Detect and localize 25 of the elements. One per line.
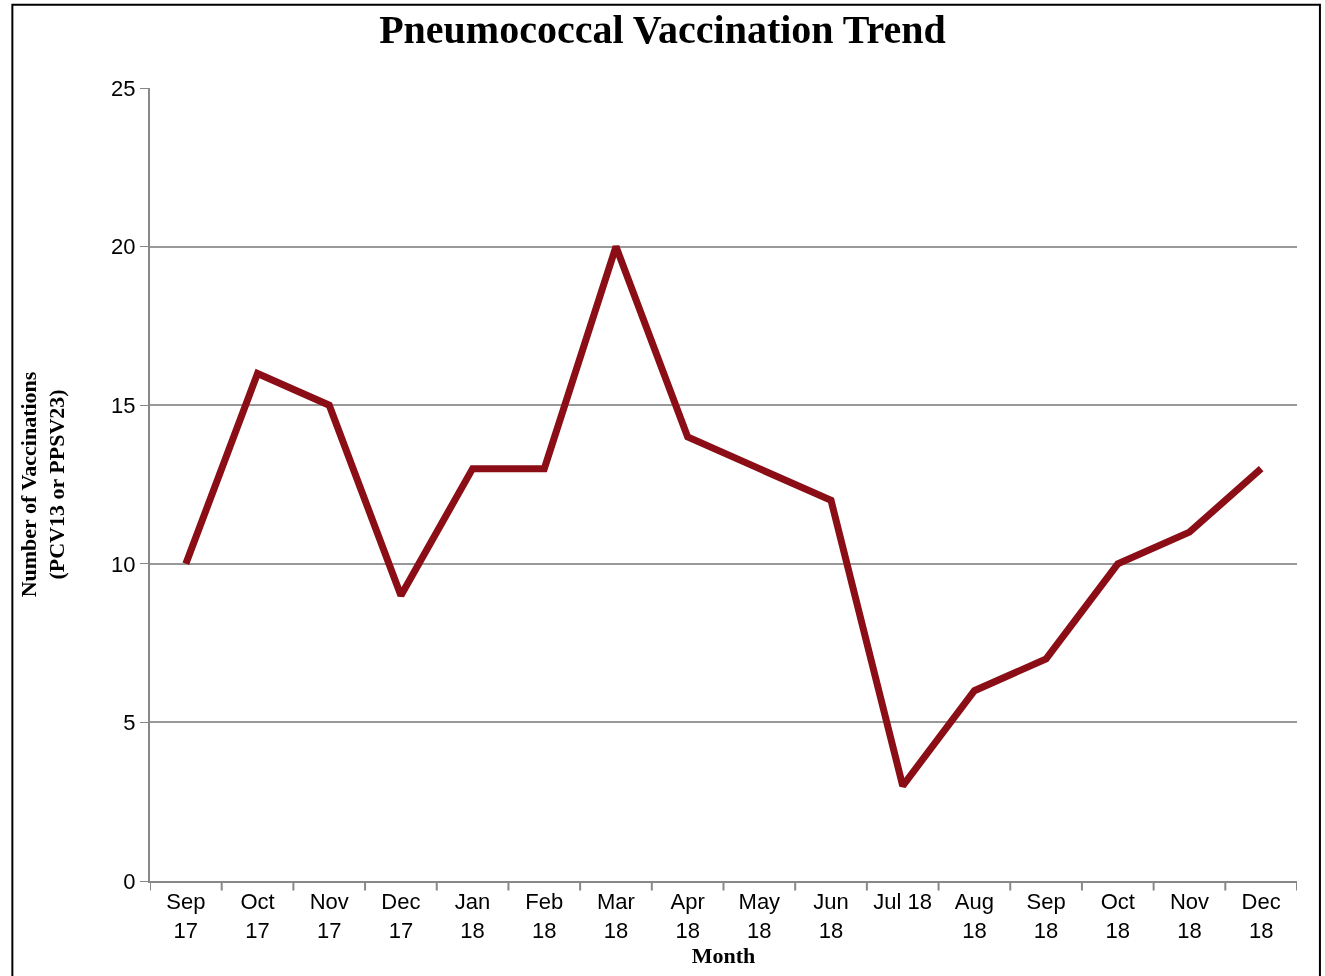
x-tick-label: Dec 18 [1241, 889, 1281, 943]
x-tick-label: Nov 17 [309, 889, 349, 943]
x-tick-label: Dec 17 [381, 889, 421, 943]
y-tick-label: 5 [123, 710, 136, 736]
x-tick-label: Jan 18 [454, 889, 491, 943]
x-tick-label: Jun 18 [813, 889, 849, 943]
x-tick-label: Oct 18 [1100, 889, 1135, 943]
x-tick-label: Mar 18 [597, 889, 635, 943]
x-tick-label: Nov 18 [1169, 889, 1210, 943]
x-tick-label: May 18 [738, 889, 781, 943]
y-tick-label: 10 [111, 551, 136, 577]
x-tick-label: Aug 18 [954, 889, 994, 943]
x-tick-label: Sep 18 [1026, 889, 1066, 943]
y-tick-label: 0 [123, 868, 136, 894]
x-tick-label: Apr 18 [670, 889, 705, 943]
y-tick-label: 25 [111, 75, 136, 101]
x-tick-label: Oct 17 [240, 889, 275, 943]
y-tick-label: 15 [111, 392, 136, 418]
x-tick-label: Jul 18 [873, 889, 933, 915]
y-axis-title: Number of Vaccinations (PCV13 or PPSV23) [15, 371, 70, 598]
x-tick-label: Sep 17 [166, 889, 206, 943]
y-tick-label: 20 [111, 234, 136, 260]
x-tick-label: Feb 18 [525, 889, 564, 943]
chart-title: Pneumococcal Vaccination Trend [379, 6, 946, 52]
x-axis-title: Month [691, 943, 756, 969]
